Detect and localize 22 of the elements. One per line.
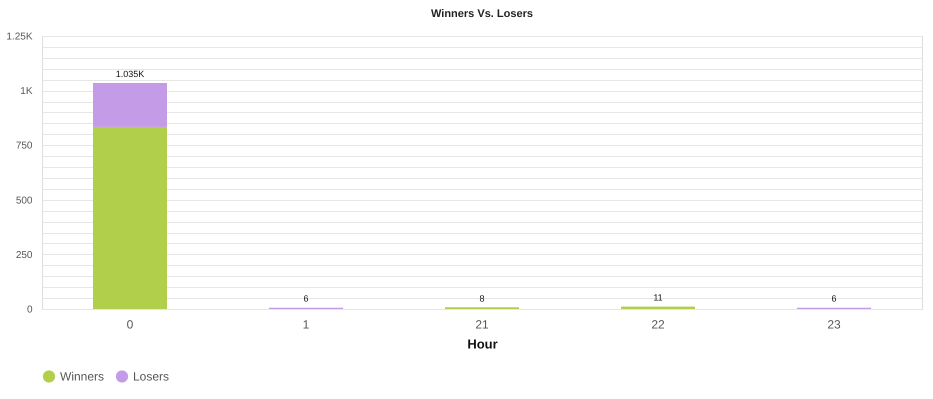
x-tick-label: 1 — [302, 318, 310, 332]
x-tick-label: 23 — [827, 318, 841, 332]
legend-label: Winners — [60, 369, 104, 384]
total-label: 6 — [831, 294, 837, 304]
bar — [93, 82, 167, 127]
total-label: 1.035K — [116, 68, 144, 79]
bar — [93, 126, 167, 309]
y-tick-label: 500 — [16, 195, 33, 206]
y-tick-label: 1K — [20, 86, 33, 98]
y-tick-label: 250 — [16, 250, 33, 261]
legend-label: Losers — [133, 369, 170, 384]
y-tick-label: 750 — [16, 140, 33, 152]
total-label: 8 — [479, 293, 485, 304]
y-tick-label: 1.25K — [6, 32, 33, 42]
x-tick-label: 22 — [651, 318, 665, 332]
x-tick-label: 21 — [475, 318, 489, 332]
x-axis-title: Hour — [467, 336, 498, 352]
total-label: 11 — [653, 292, 663, 303]
chart-title: Winners Vs. Losers — [431, 8, 533, 20]
total-label: 6 — [303, 294, 309, 304]
x-tick-label: 0 — [126, 318, 134, 332]
y-tick-label: 0 — [26, 304, 33, 316]
